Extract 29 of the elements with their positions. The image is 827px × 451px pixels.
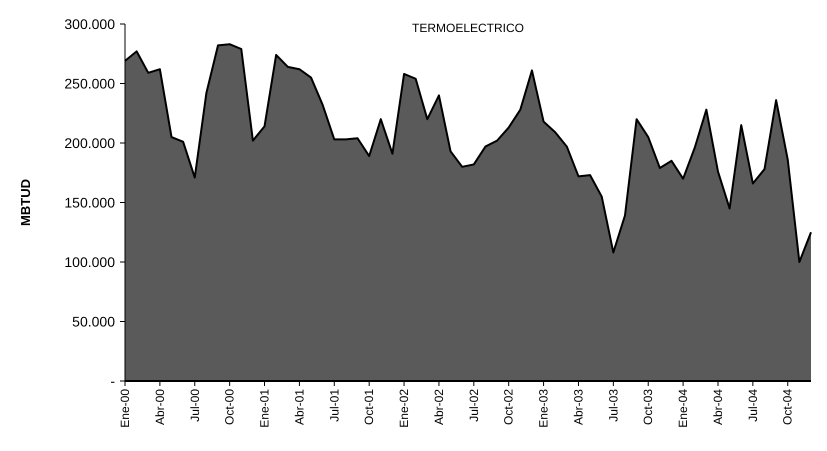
- x-tick-label: Jul-00: [188, 388, 202, 422]
- x-tick-label: Oct-04: [780, 388, 795, 426]
- x-tick-label: Ene-00: [118, 388, 132, 428]
- x-tick-label: Abr-00: [152, 388, 167, 426]
- y-tick-label: 50.000: [72, 313, 116, 330]
- x-tick-label: Abr-04: [710, 388, 725, 426]
- x-tick-label: Jul-03: [606, 388, 620, 422]
- x-tick-label: Jul-04: [746, 388, 760, 422]
- x-tick-label: Abr-02: [432, 388, 446, 426]
- chart-title: TERMOELECTRICO: [412, 21, 524, 35]
- y-tick-label: 200.000: [64, 134, 116, 151]
- x-tick-label: Ene-01: [258, 388, 272, 428]
- x-tick-label: Ene-04: [676, 388, 690, 428]
- x-tick-label: Ene-03: [536, 388, 551, 428]
- x-tick-label: Jul-01: [327, 388, 342, 422]
- x-tick-label: Oct-01: [362, 388, 376, 426]
- x-tick-label: Oct-02: [502, 388, 516, 426]
- y-tick-label: 100.000: [64, 254, 116, 270]
- y-tick-label: 250.000: [64, 75, 116, 92]
- y-tick-label: 150.000: [64, 194, 116, 210]
- x-tick-label: Oct-00: [222, 388, 237, 426]
- x-tick-label: Ene-02: [397, 388, 412, 428]
- x-tick-label: Oct-03: [641, 388, 656, 426]
- x-tick-label: Abr-03: [571, 388, 586, 426]
- x-tick-label: Abr-01: [292, 388, 306, 426]
- x-tick-label: Jul-02: [466, 388, 481, 422]
- y-axis-title: MBTUD: [18, 179, 33, 226]
- y-tick-label: 300.000: [64, 16, 116, 32]
- y-tick-label: -: [110, 372, 116, 389]
